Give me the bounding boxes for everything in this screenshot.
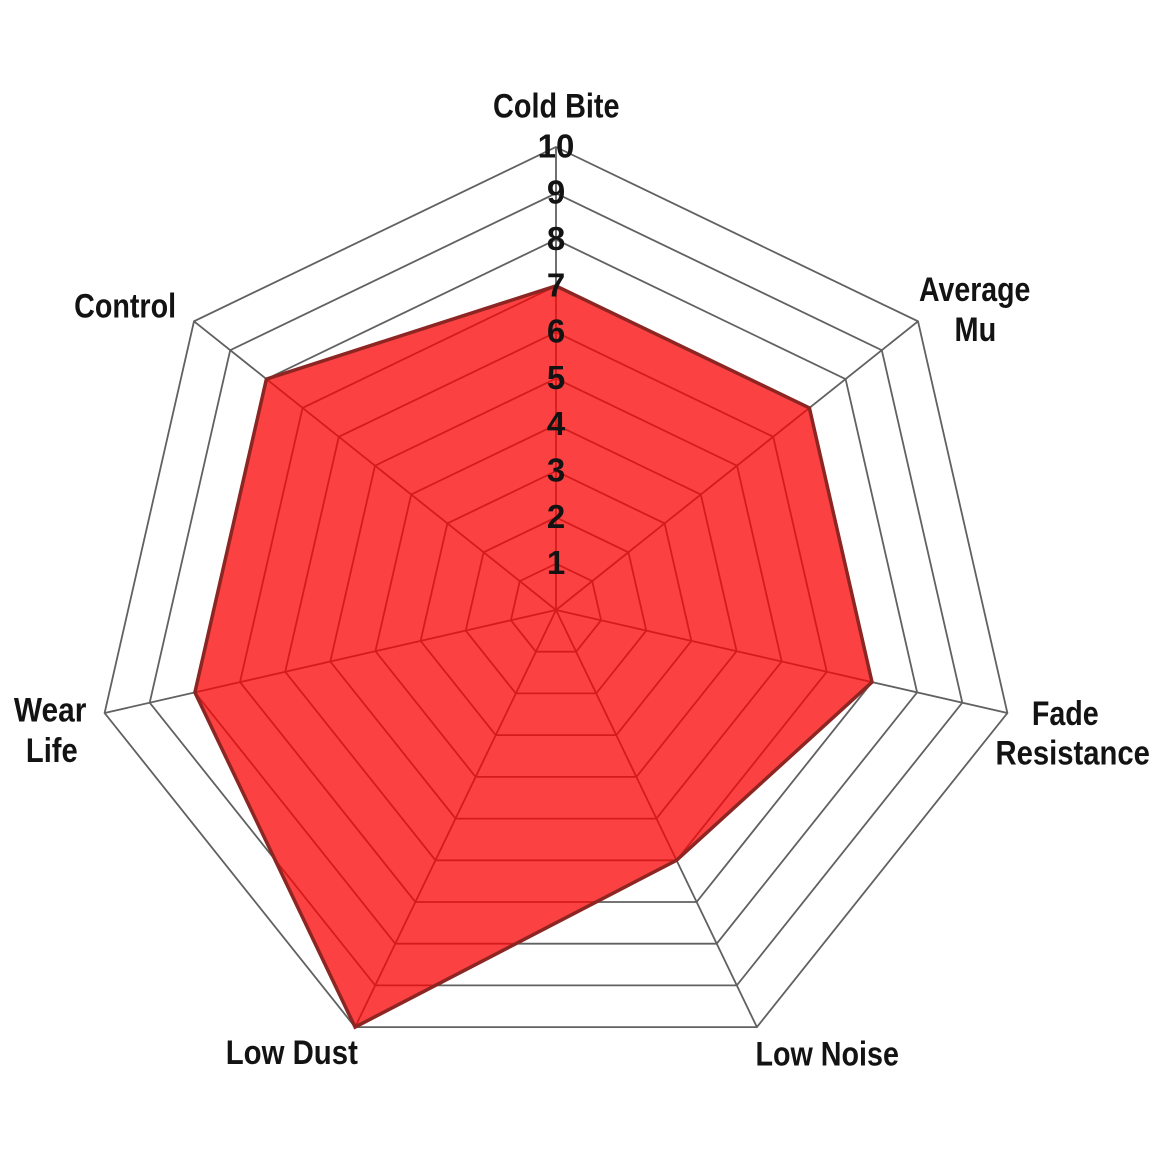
svg-text:6: 6 xyxy=(547,313,565,350)
svg-text:10: 10 xyxy=(538,127,575,164)
svg-text:Life: Life xyxy=(26,732,78,770)
svg-text:1: 1 xyxy=(547,544,565,581)
svg-text:Fade: Fade xyxy=(1032,695,1099,733)
svg-text:Cold Bite: Cold Bite xyxy=(493,88,620,126)
svg-text:Resistance: Resistance xyxy=(996,735,1150,773)
svg-text:3: 3 xyxy=(547,452,565,489)
svg-text:Wear: Wear xyxy=(14,691,87,729)
svg-text:Average: Average xyxy=(919,271,1030,309)
svg-text:4: 4 xyxy=(547,405,566,442)
svg-text:9: 9 xyxy=(547,174,565,211)
svg-text:Control: Control xyxy=(74,288,176,326)
svg-text:2: 2 xyxy=(547,498,565,535)
svg-text:Low Noise: Low Noise xyxy=(756,1035,899,1073)
svg-text:Mu: Mu xyxy=(955,311,997,349)
svg-text:Low Dust: Low Dust xyxy=(226,1034,358,1072)
svg-text:8: 8 xyxy=(547,220,565,257)
svg-text:5: 5 xyxy=(547,359,565,396)
svg-text:7: 7 xyxy=(547,266,565,303)
